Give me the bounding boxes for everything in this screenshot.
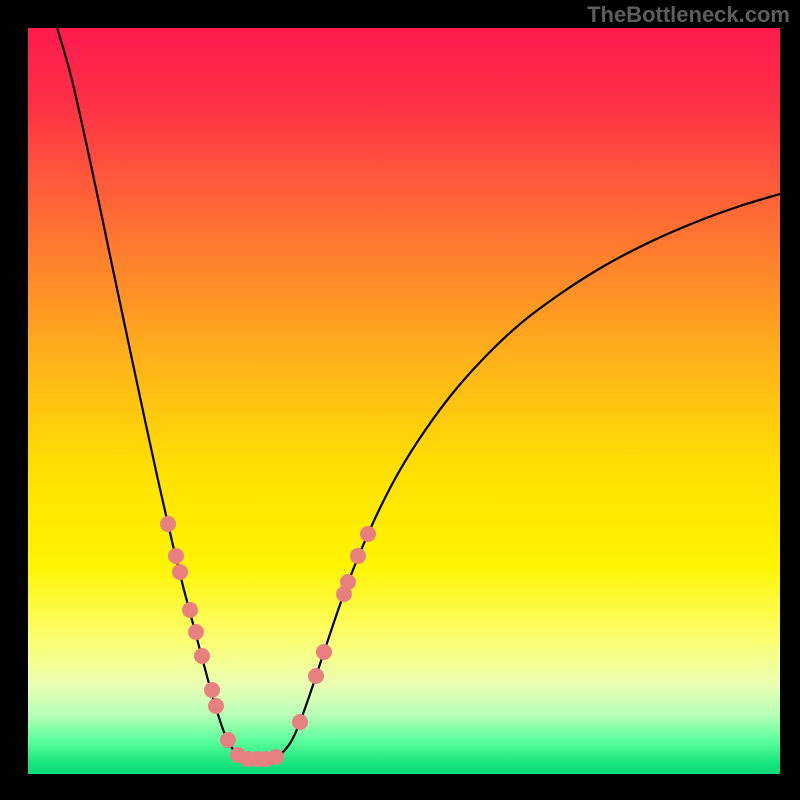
- curve-marker: [269, 750, 284, 765]
- curve-marker: [351, 549, 366, 564]
- curve-marker: [195, 649, 210, 664]
- curve-marker: [205, 683, 220, 698]
- curve-marker: [309, 669, 324, 684]
- bottleneck-chart: { "meta": { "watermark_text": "TheBottle…: [0, 0, 800, 800]
- curve-marker: [317, 645, 332, 660]
- curve-marker: [341, 575, 356, 590]
- curve-marker: [169, 549, 184, 564]
- curve-marker: [183, 603, 198, 618]
- curve-marker: [221, 733, 236, 748]
- chart-svg: [0, 0, 800, 800]
- curve-marker: [189, 625, 204, 640]
- curve-marker: [161, 517, 176, 532]
- curve-marker: [209, 699, 224, 714]
- curve-marker: [173, 565, 188, 580]
- curve-marker: [361, 527, 376, 542]
- curve-marker: [293, 715, 308, 730]
- watermark-text: TheBottleneck.com: [587, 2, 790, 28]
